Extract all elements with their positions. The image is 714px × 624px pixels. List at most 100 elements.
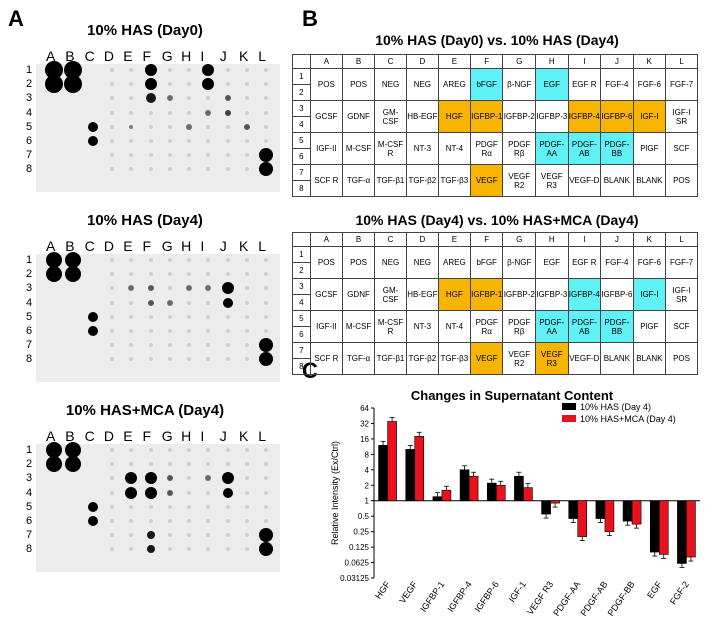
blot-spot-faint [167,504,172,509]
blot-spot-faint [109,139,114,143]
blot-spot-faint [109,462,114,467]
array-map-column-header: G [502,54,537,69]
blot-column-label: A [46,238,56,254]
bar [514,475,524,502]
blot-spot-faint [167,448,172,452]
blot-spot-faint [109,153,114,158]
y-tick-label: 1 [365,497,370,506]
blot-spot-faint [129,124,134,129]
blot-column-label: J [219,48,227,64]
x-tick-label: IGF-1 [507,579,528,604]
blot-spot-faint [167,314,172,319]
x-tick-label: VEGF [397,579,420,605]
array-map-column-header: E [437,54,471,69]
blot-row-label: 1 [26,444,33,456]
y-tick-label: 16 [360,435,369,444]
array-map-cell: FGF-7 [665,68,698,101]
blot-spot-faint [109,82,114,87]
blot-spot-faint [167,343,172,348]
array-map-row-header: 8 [292,358,311,375]
bar [405,449,416,502]
array-map-cell: GCSF [309,278,343,311]
blot-spot-faint [206,272,211,277]
blot-spot-faint [245,357,249,362]
bar [459,469,470,502]
blot-column-label: I [200,48,205,64]
blot-spot-faint [225,357,230,362]
blot-spot-faint [264,96,269,101]
array-map-cell: PDGF-AB [567,310,602,343]
blot-spot-faint [167,68,172,72]
array-map-cell: POS [665,342,698,375]
array-map-cell: IGFBP-6 [600,100,634,133]
blot-spot-faint [264,504,269,509]
blot-column-label: D [103,48,115,64]
blot-spot [144,472,157,485]
blot-spot-faint [148,258,153,262]
bar [414,435,425,502]
blot-row-label: 4 [26,106,33,119]
blot-spot [87,121,98,132]
array-map-cell: TGF-β2 [405,342,439,375]
blot-spot-faint [206,519,211,523]
blot-spot-faint [129,504,134,509]
blot-spot-faint [167,533,172,538]
blot-column-label: H [181,48,192,64]
array-map-cell: β-NGF [502,68,537,101]
array-map-cell: IGF-I [632,278,667,311]
blot-column-label: I [200,238,205,254]
blot-column-label: B [65,428,75,444]
bar [486,482,497,502]
bar [604,500,615,532]
blot-spot-faint [167,139,172,143]
blot-row-label: 1 [26,64,33,76]
blot-spot-faint [187,153,192,158]
blot-spot-faint [167,272,172,277]
blot-spot-faint [187,490,192,495]
blot-spot-faint [129,519,134,523]
blot-spot-faint [148,167,153,172]
blot-row-label: 3 [26,472,33,485]
blot-spot-faint [187,272,192,277]
array-map-cell: PDGF Rβ [502,132,537,165]
y-tick-label: 0.125 [349,543,370,552]
blot-spot-faint [206,258,211,262]
array-map-cell: POS [665,164,698,197]
blot-spot [64,61,83,79]
y-tick-label: 8 [365,450,370,459]
blot-spot-faint [264,519,269,523]
blot-spot-faint [245,272,249,277]
bar [649,500,660,553]
array-map-cell: TGF-α [341,342,376,375]
blot-title: 10% HAS (Day4) [87,212,203,229]
blot-title: 10% HAS (Day0) [87,22,203,39]
blot-spot-faint [109,547,114,552]
y-tick-label: 32 [360,419,369,428]
blot-spot-faint [167,153,172,158]
array-map-cell: SCF R [309,342,343,375]
blot-spot [221,472,234,485]
blot-spot-faint [129,300,134,305]
blot-spot-faint [225,504,230,509]
array-map-cell: IGFBP-6 [600,278,634,311]
blot-spot-faint [225,139,230,143]
blot-spot-faint [187,139,192,143]
blot-column-label: K [239,238,249,254]
blot-spot [259,162,274,177]
array-map-corner [292,54,311,69]
array-map-cell: IGF-II [309,310,343,343]
blot-spot [146,545,155,554]
blot-spot-faint [148,462,153,467]
array-map-column-header: B [341,54,376,69]
blot-spot-faint [225,329,230,333]
blot-column-label: H [181,238,192,254]
blot-column-label: L [258,238,267,254]
blot-column-label: G [161,48,173,64]
array-map-row-header: 2 [292,262,311,279]
array-map-row-header: 3 [292,100,311,117]
blot-spot [186,123,193,130]
array-map-cell: GDNF [341,278,376,311]
blot-column-label: B [65,48,75,64]
blot-spot [205,285,212,292]
blot-spot-faint [187,476,192,481]
